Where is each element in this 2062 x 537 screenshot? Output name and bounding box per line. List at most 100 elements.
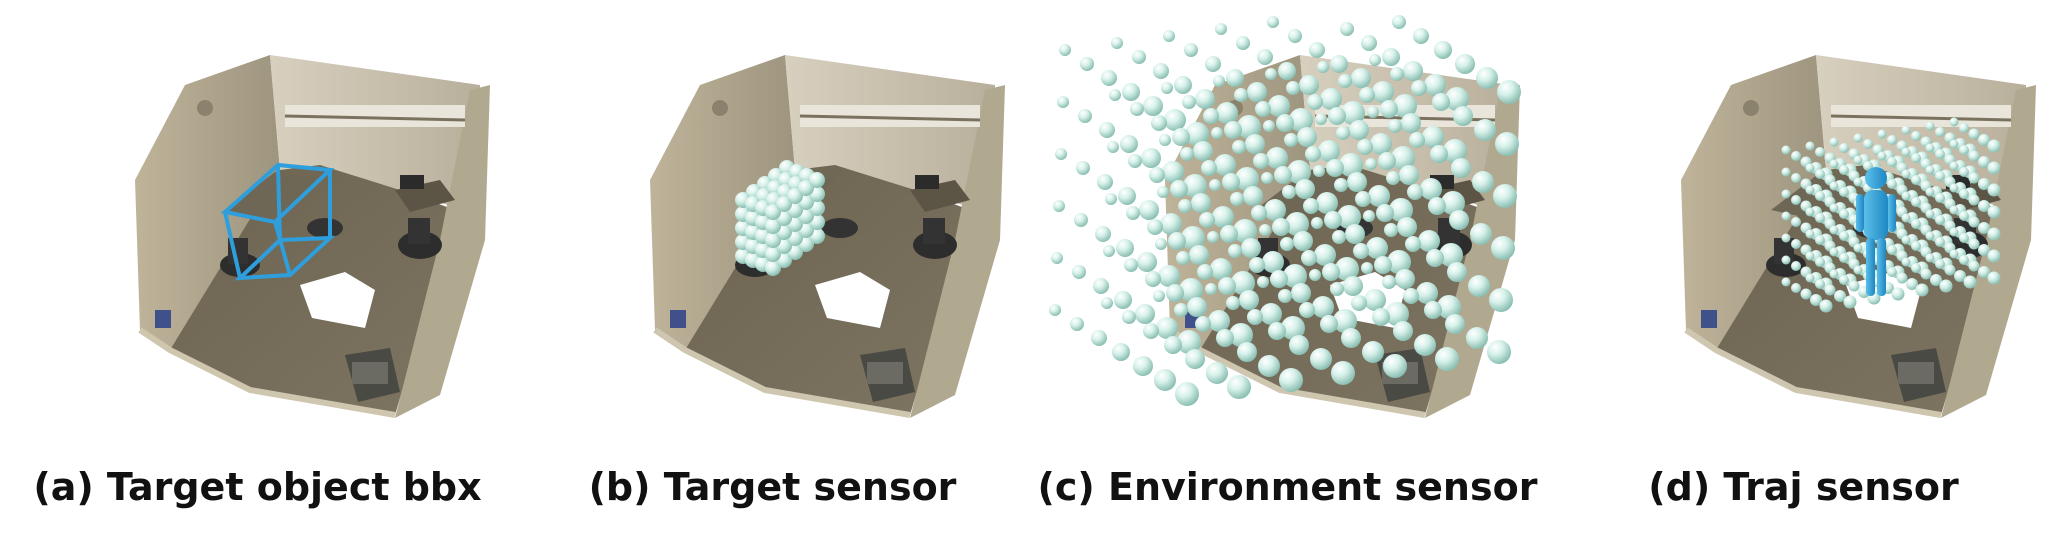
sensor-sphere [1824,284,1836,296]
sensor-sphere [1385,302,1409,326]
sensor-sphere [1151,115,1167,131]
sensor-sphere [1164,109,1186,131]
sensor-sphere [1877,151,1887,161]
sensor-sphere [1359,87,1375,103]
sensor-sphere [1264,199,1286,221]
sensor-sphere [1901,147,1911,157]
sensor-sphere [1205,283,1217,295]
sensor-sphere [1815,169,1825,179]
sensor-sphere [1160,213,1182,235]
sensor-sphere [1253,153,1269,169]
sensor-sphere [1781,277,1791,287]
sensor-sphere [1911,153,1921,163]
sensor-sphere [1120,135,1138,153]
sensor-sphere [1925,231,1935,241]
sensor-sphere [1157,186,1169,198]
sensor-sphere [1781,189,1791,199]
sensor-sphere [1372,81,1394,103]
sensor-sphere [1911,131,1921,141]
sensor-sphere [1340,22,1354,36]
sensor-sphere [1226,296,1240,310]
sensor-sphere [1070,317,1084,331]
sensor-sphere [1099,122,1115,138]
sensor-sphere [1299,75,1319,95]
sensor-sphere [1987,227,2001,241]
sensor-sphere [1328,107,1346,125]
sensor-sphere [1829,269,1839,279]
sensor-sphere [1339,153,1363,177]
sensor-sphere [1829,225,1839,235]
sensor-sphere [1179,278,1203,302]
sensor-sphere [1332,230,1346,244]
sensor-sphere [1320,88,1342,110]
sensor-sphere [1286,81,1300,95]
sensor-sphere [1853,265,1863,275]
sensor-sphere [1074,213,1088,227]
sensor-sphere [1949,249,1959,259]
sensor-sphere [1935,171,1945,181]
sensor-sphere [1351,68,1371,88]
sensor-sphere [765,204,781,220]
sensor-sphere [1987,249,2001,263]
sensor-sphere [1380,100,1398,118]
sensor-sphere [1364,289,1386,311]
sensor-sphere [1829,203,1839,213]
environment-sensor-spheres [1049,15,1521,406]
caption: (a) Target object bbx [33,465,482,509]
sensor-sphere [1182,95,1196,109]
sensor-sphere [1109,89,1121,101]
sensor-sphere [1101,70,1117,86]
sensor-sphere [1439,243,1463,267]
sensor-sphere [1853,155,1863,165]
sensor-sphere [1241,238,1261,258]
sensor-sphere [1781,145,1791,155]
sensor-sphere [1176,251,1190,265]
sensor-sphere [1791,239,1801,249]
sensor-sphere [1118,187,1136,205]
sensor-sphere [1896,272,1908,284]
sensor-sphere [1237,115,1261,139]
sensor-sphere [1906,278,1918,290]
sensor-sphere [1124,258,1138,272]
sensor-sphere [1949,205,1959,215]
sensor-sphere [1232,140,1246,154]
sensor-sphere [1829,159,1839,169]
sensor-sphere [1443,139,1467,163]
target-sensor-spheres [735,160,825,276]
human-figure [1856,167,1896,296]
sensor-sphere [1839,143,1849,153]
sensor-sphere [1166,284,1184,302]
sensor-sphere [1141,148,1161,168]
sensor-sphere [1103,245,1115,257]
sensor-sphere [1447,262,1467,282]
sensor-sphere [1159,134,1171,146]
sensor-sphere [1901,125,1911,135]
sensor-sphere [1285,212,1309,236]
caption: (d) Traj sensor [1648,465,1959,509]
sensor-sphere [1791,195,1801,205]
sensor-sphere [1268,95,1290,117]
sensor-sphere [1424,301,1442,319]
sensor-sphere [1154,369,1176,391]
sensor-sphere [1209,179,1221,191]
sensor-sphere [1251,205,1267,221]
sensor-sphere [1968,150,1980,162]
sensor-sphere [1195,316,1211,332]
sensor-sphere [1959,123,1969,133]
sensor-sphere [1059,44,1071,56]
sensor-sphere [1257,276,1269,288]
sensor-sphere [1935,193,1945,203]
sensor-sphere [1491,236,1515,260]
sensor-sphere [1183,174,1207,198]
sensor-sphere [1114,291,1132,309]
sensor-sphere [1095,226,1111,242]
sensor-sphere [1326,159,1344,177]
sensor-sphere [1411,80,1427,96]
sensor-sphere [1388,119,1402,133]
sensor-sphere [765,260,781,276]
sensor-sphere [1863,139,1873,149]
sensor-sphere [1978,178,1990,190]
sensor-sphere [1105,193,1117,205]
sensor-sphere [776,196,792,212]
sensor-sphere [1935,259,1945,269]
